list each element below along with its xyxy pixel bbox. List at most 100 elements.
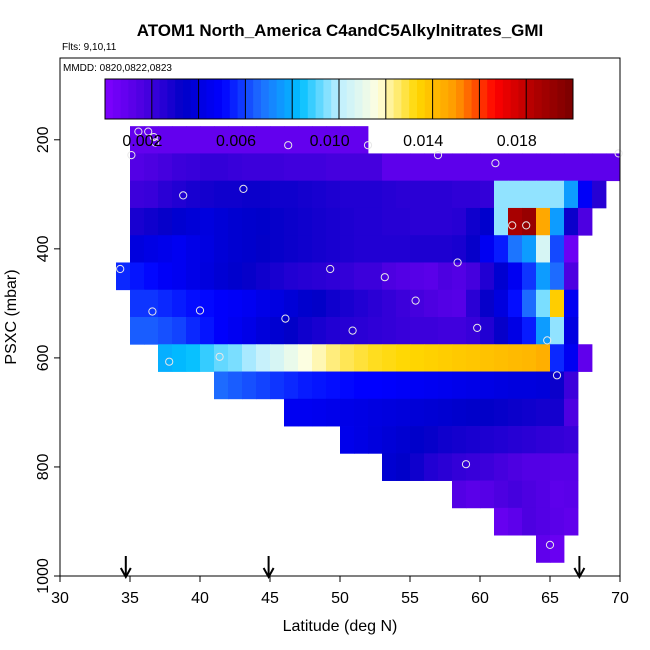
heatmap-cell xyxy=(410,371,425,400)
observation-point xyxy=(326,264,335,274)
heatmap-cell xyxy=(326,262,341,291)
observation-point xyxy=(215,352,224,361)
y-tick-label: 800 xyxy=(35,454,52,481)
heatmap-cell xyxy=(480,207,495,236)
heatmap-cell xyxy=(130,126,145,154)
heatmap-cell xyxy=(214,262,229,291)
heatmap-cell xyxy=(536,153,551,182)
colorbar-segment xyxy=(479,79,488,119)
heatmap-cell xyxy=(242,371,257,400)
heatmap-cell xyxy=(158,180,173,209)
heatmap-cell xyxy=(256,207,271,236)
heatmap-cell xyxy=(494,317,509,345)
x-tick-label: 65 xyxy=(541,590,559,607)
heatmap-cell xyxy=(564,507,579,536)
heatmap-cell xyxy=(550,262,565,291)
heatmap-cell xyxy=(368,398,383,427)
heatmap-cell xyxy=(284,398,299,427)
heatmap-cell xyxy=(550,317,565,345)
colorbar-segment xyxy=(331,79,340,119)
heatmap-cell xyxy=(368,371,383,400)
colorbar-segment xyxy=(190,79,200,119)
flight-arrow-head xyxy=(573,567,586,580)
heatmap-cell xyxy=(130,207,145,236)
heatmap-cell xyxy=(270,371,285,400)
x-axis: 30 35 40 45 50 55 60 65 70 xyxy=(51,576,629,607)
observation-point xyxy=(144,127,153,136)
colorbar-segment xyxy=(385,79,395,119)
heatmap-cell xyxy=(508,371,523,400)
colorbar-segment xyxy=(526,79,535,119)
heatmap-cell xyxy=(214,235,229,263)
heatmap-cell xyxy=(424,207,439,236)
heatmap-cell xyxy=(480,344,495,372)
heatmap-cell xyxy=(508,426,523,454)
heatmap-cell xyxy=(382,317,397,345)
heatmap-cell xyxy=(298,317,313,345)
heatmap-cell xyxy=(368,153,383,182)
colorbar-tick-label: 0.002 xyxy=(122,133,162,150)
heatmap-cell xyxy=(466,426,481,454)
heatmap-cell xyxy=(550,426,565,454)
heatmap-cell xyxy=(438,262,453,291)
heatmap-cell xyxy=(354,344,369,372)
flight-arrows xyxy=(119,556,586,580)
colorbar-segment xyxy=(393,79,402,119)
heatmap-cell xyxy=(424,235,439,263)
colorbar-segment xyxy=(557,79,566,119)
heatmap-cell xyxy=(284,371,299,400)
heatmap-cell xyxy=(452,426,467,454)
y-tick-label: 400 xyxy=(35,235,52,262)
heatmap-cell xyxy=(214,153,229,182)
heatmap-cell xyxy=(522,453,537,481)
observation-point xyxy=(453,258,462,267)
heatmap-cell xyxy=(452,371,467,400)
heatmap-cell xyxy=(536,371,551,400)
observation-point xyxy=(151,138,160,147)
x-tick-label: 40 xyxy=(191,590,209,607)
heatmap-cell xyxy=(340,126,355,154)
heatmap-cell xyxy=(256,153,271,182)
heatmap-cell xyxy=(326,371,341,400)
y-axis-label: PSXC (mbar) xyxy=(3,269,20,364)
heatmap-cell xyxy=(396,180,411,209)
heatmap-cell xyxy=(452,235,467,263)
colorbar-segment xyxy=(323,79,332,119)
heatmap-cell xyxy=(536,262,551,291)
heatmap-cell xyxy=(298,180,313,209)
colorbar-segment xyxy=(112,79,122,119)
heatmap-cell xyxy=(564,480,579,509)
heatmap-cell xyxy=(480,480,495,509)
heatmap-cell xyxy=(200,235,215,263)
heatmap-cell xyxy=(158,289,173,318)
observation-point xyxy=(281,314,290,323)
heatmap-cell xyxy=(340,344,355,372)
heatmap-cell xyxy=(494,289,509,318)
heatmap-cell xyxy=(270,317,285,345)
colorbar-segment xyxy=(237,79,246,119)
heatmap-cell xyxy=(396,262,411,291)
x-tick-label: 35 xyxy=(121,590,139,607)
heatmap-cell xyxy=(130,235,145,263)
dates-annotation: MMDD: 0820,0822,0823 xyxy=(63,63,172,74)
heatmap-cell xyxy=(564,426,579,454)
colorbar-tick-label: 0.014 xyxy=(403,133,443,150)
heatmap-cell xyxy=(508,507,523,536)
heatmap-cell xyxy=(312,317,327,345)
heatmap-cell xyxy=(144,207,159,236)
heatmap-cell xyxy=(368,344,383,372)
heatmap-cell xyxy=(578,344,593,372)
heatmap-cell xyxy=(522,235,537,263)
colorbar-segment xyxy=(261,79,270,119)
colorbar-segment xyxy=(159,79,168,119)
heatmap-cell xyxy=(536,317,551,345)
heatmap-cell xyxy=(214,344,229,372)
heatmap-cell xyxy=(480,180,495,209)
y-axis: 200 400 600 800 1000 xyxy=(35,126,60,594)
heatmap-cell xyxy=(480,426,495,454)
heatmap-cell xyxy=(228,317,243,345)
heatmap-cell xyxy=(424,398,439,427)
heatmap-cell xyxy=(424,262,439,291)
heatmap-cell xyxy=(438,317,453,345)
heatmap-cell xyxy=(508,180,523,209)
